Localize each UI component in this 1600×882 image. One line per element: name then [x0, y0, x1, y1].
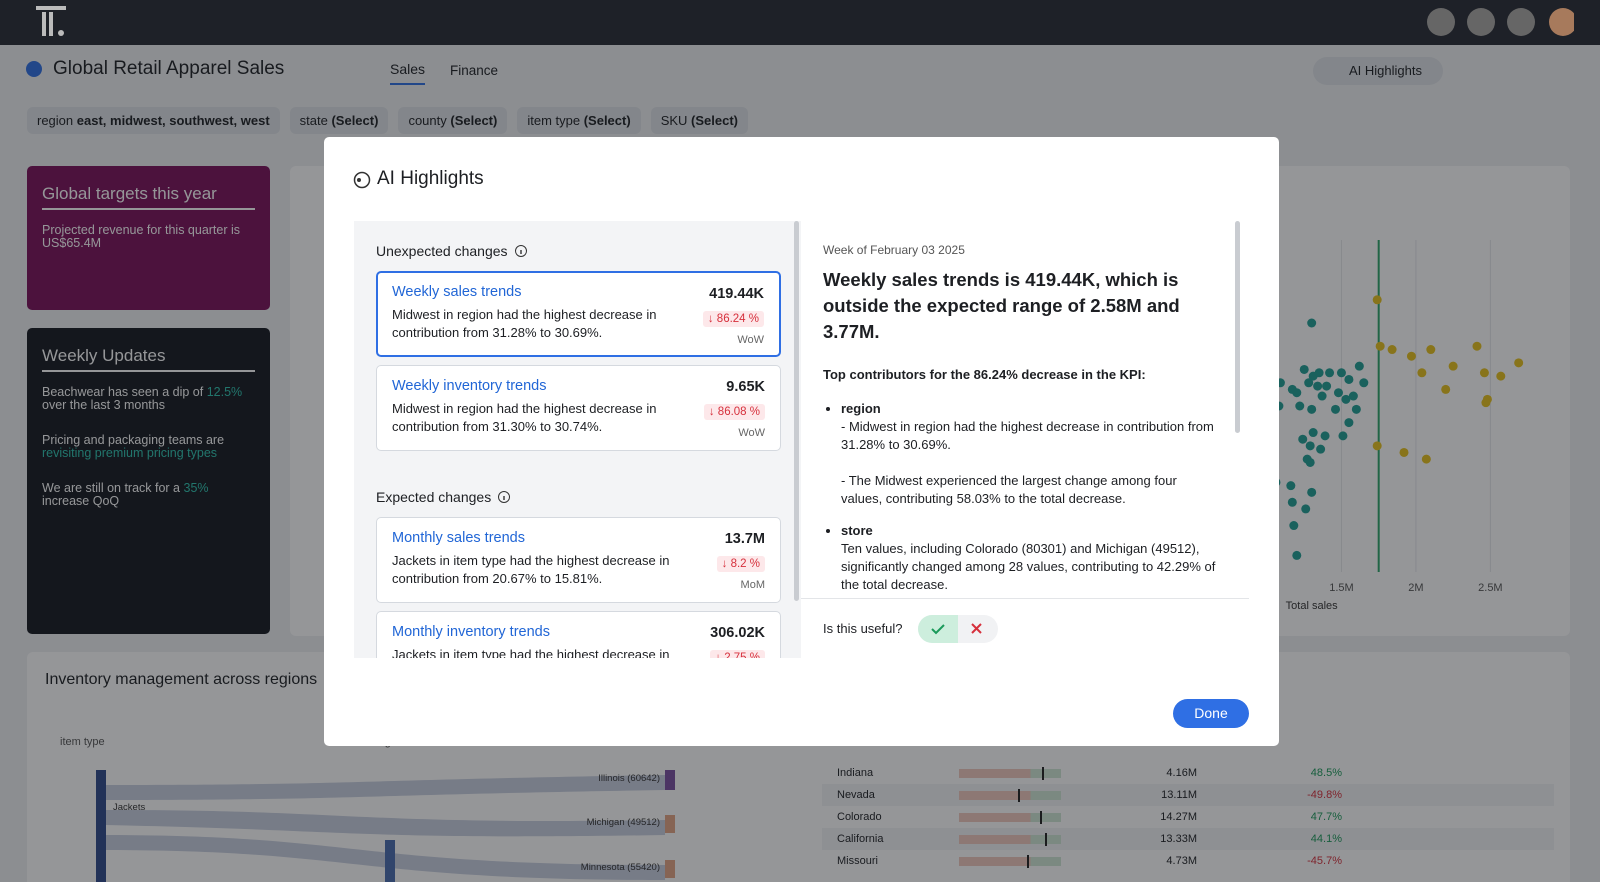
detail-date: Week of February 03 2025 [823, 243, 1218, 257]
top-bar [0, 0, 1600, 45]
modal-title: AI Highlights [377, 168, 484, 190]
card-text: Midwest in region had the highest decrea… [392, 400, 682, 436]
card-title: Monthly inventory trends [392, 624, 765, 640]
contributor: region- Midwest in region had the highes… [841, 400, 1218, 508]
change-value: 86.08 % [718, 406, 760, 418]
detail-content: Week of February 03 2025 Weekly sales tre… [823, 243, 1218, 591]
change-badge: ↓ 2.75 % [710, 650, 765, 658]
contributor-list: region- Midwest in region had the highes… [823, 400, 1218, 591]
highlight-card[interactable]: Weekly inventory trends9.65K Midwest in r… [376, 365, 781, 451]
card-value: 9.65K [726, 379, 765, 395]
period: WoW [737, 334, 764, 346]
heading-text: Expected changes [376, 489, 491, 505]
modal-body: Unexpected changes Weekly sales trends419… [354, 221, 1249, 658]
ai-icon [353, 171, 371, 189]
card-title: Weekly inventory trends [392, 378, 765, 394]
contributors-heading: Top contributors for the 86.24% decrease… [823, 367, 1218, 382]
detail-panel: Week of February 03 2025 Weekly sales tre… [801, 221, 1249, 658]
ai-highlights-modal: AI Highlights Unexpected changes Weekly s… [324, 137, 1279, 746]
highlight-list: Unexpected changes Weekly sales trends419… [376, 235, 781, 658]
change-badge: ↓ 86.08 % [704, 404, 765, 420]
feedback-row: Is this useful? [801, 598, 1249, 659]
done-button[interactable]: Done [1173, 699, 1249, 728]
highlight-card[interactable]: Weekly sales trends419.44KMidwest in reg… [376, 271, 781, 357]
heading-text: Unexpected changes [376, 243, 508, 259]
contributor: storeTen values, including Colorado (803… [841, 522, 1218, 591]
card-title: Monthly sales trends [392, 530, 765, 546]
highlight-card[interactable]: Monthly inventory trends306.02K Jackets i… [376, 611, 781, 658]
section-heading: Expected changes [376, 489, 781, 505]
feedback-buttons [918, 615, 998, 643]
change-value: 8.2 % [731, 558, 760, 570]
info-icon[interactable] [514, 244, 528, 258]
scrollbar [1235, 221, 1240, 433]
card-value: 13.7M [725, 531, 765, 547]
card-text: Midwest in region had the highest decrea… [392, 306, 682, 342]
top-icons[interactable] [1424, 5, 1574, 39]
card-text: Jackets in item type had the highest dec… [392, 646, 682, 658]
contributor-text: - Midwest in region had the highest decr… [841, 418, 1218, 454]
change-value: 86.24 % [717, 313, 759, 325]
highlight-card[interactable]: Monthly sales trends13.7M Jackets in item… [376, 517, 781, 603]
period: WoW [738, 427, 765, 439]
logo [34, 4, 70, 38]
contributor-text: - The Midwest experienced the largest ch… [841, 472, 1218, 508]
change-badge: ↓ 8.2 % [717, 556, 765, 572]
section-heading: Unexpected changes [376, 243, 781, 259]
card-value: 419.44K [709, 286, 764, 302]
change-value: 2.75 % [724, 652, 760, 658]
card-value: 306.02K [710, 625, 765, 641]
card-text: Jackets in item type had the highest dec… [392, 552, 682, 588]
feedback-icons[interactable] [918, 615, 998, 643]
contributor-label: store [841, 522, 1218, 540]
info-icon[interactable] [497, 490, 511, 504]
contributor-label: region [841, 400, 1218, 418]
detail-headline: Weekly sales trends is 419.44K, which is… [823, 267, 1193, 345]
change-badge: ↓ 86.24 % [703, 311, 764, 327]
scrollbar [794, 221, 799, 601]
feedback-label: Is this useful? [823, 621, 903, 636]
contributor-text: Ten values, including Colorado (80301) a… [841, 540, 1218, 591]
period: MoM [741, 579, 765, 591]
